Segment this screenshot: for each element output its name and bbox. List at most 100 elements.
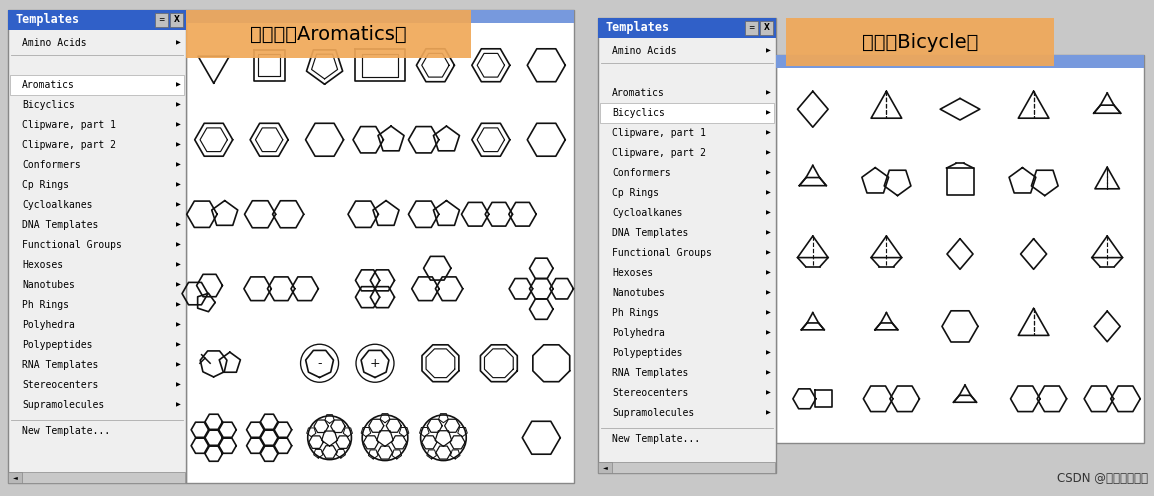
Bar bbox=[155, 13, 168, 27]
Text: ▶: ▶ bbox=[765, 291, 771, 296]
Text: ▶: ▶ bbox=[765, 111, 771, 116]
Text: Nanotubes: Nanotubes bbox=[22, 280, 75, 290]
Text: ▶: ▶ bbox=[765, 231, 771, 236]
Text: ▶: ▶ bbox=[765, 210, 771, 215]
Text: Hexoses: Hexoses bbox=[612, 268, 653, 278]
Text: ▶: ▶ bbox=[175, 363, 180, 368]
Text: ▶: ▶ bbox=[175, 303, 180, 308]
Text: ▶: ▶ bbox=[175, 382, 180, 387]
Text: ▶: ▶ bbox=[175, 163, 180, 168]
Text: ▶: ▶ bbox=[175, 202, 180, 207]
Text: ▶: ▶ bbox=[175, 41, 180, 46]
Text: ▶: ▶ bbox=[765, 49, 771, 54]
Text: ▶: ▶ bbox=[765, 150, 771, 156]
Text: Templates: Templates bbox=[605, 21, 669, 35]
Text: Clipware, part 2: Clipware, part 2 bbox=[612, 148, 706, 158]
Text: DNA Templates: DNA Templates bbox=[22, 220, 98, 230]
Text: Functional Groups: Functional Groups bbox=[22, 240, 122, 250]
Bar bbox=[775, 55, 1144, 68]
Text: RNA Templates: RNA Templates bbox=[22, 360, 98, 370]
Bar bbox=[186, 10, 471, 58]
Bar bbox=[8, 10, 186, 30]
Text: ▶: ▶ bbox=[175, 343, 180, 348]
Text: ▶: ▶ bbox=[765, 411, 771, 416]
Text: ▶: ▶ bbox=[175, 103, 180, 108]
Bar bbox=[8, 472, 185, 483]
Text: Ph Rings: Ph Rings bbox=[612, 308, 659, 318]
Text: 芳香族（Aromatics）: 芳香族（Aromatics） bbox=[250, 24, 407, 44]
Text: ▶: ▶ bbox=[175, 402, 180, 408]
Text: Hexoses: Hexoses bbox=[22, 260, 63, 270]
Text: -: - bbox=[317, 357, 322, 370]
Text: Supramolecules: Supramolecules bbox=[612, 408, 695, 418]
Text: RNA Templates: RNA Templates bbox=[612, 368, 689, 378]
Text: ▶: ▶ bbox=[765, 130, 771, 135]
Bar bbox=[8, 472, 22, 483]
Text: ▶: ▶ bbox=[175, 123, 180, 127]
Text: Functional Groups: Functional Groups bbox=[612, 248, 712, 258]
Text: ▶: ▶ bbox=[175, 183, 180, 187]
Text: Stereocenters: Stereocenters bbox=[612, 388, 689, 398]
Text: Polyhedra: Polyhedra bbox=[22, 320, 75, 330]
Text: X: X bbox=[764, 23, 770, 33]
Text: ▶: ▶ bbox=[175, 243, 180, 248]
Text: ▶: ▶ bbox=[765, 90, 771, 96]
Bar bbox=[8, 10, 186, 483]
Bar bbox=[10, 75, 183, 95]
Text: ▶: ▶ bbox=[765, 330, 771, 335]
Text: 双环（Bicycle）: 双环（Bicycle） bbox=[862, 33, 979, 52]
Text: Polypeptides: Polypeptides bbox=[22, 340, 92, 350]
Bar bbox=[186, 10, 574, 483]
Text: New Template...: New Template... bbox=[612, 434, 700, 444]
Text: Aromatics: Aromatics bbox=[612, 88, 665, 98]
Bar bbox=[745, 21, 758, 35]
Text: Bicyclics: Bicyclics bbox=[22, 100, 75, 110]
Text: ▶: ▶ bbox=[765, 371, 771, 375]
Text: X: X bbox=[173, 15, 179, 24]
Text: ◄: ◄ bbox=[602, 465, 607, 470]
Text: Templates: Templates bbox=[15, 13, 80, 26]
Text: ▶: ▶ bbox=[175, 283, 180, 288]
Text: DNA Templates: DNA Templates bbox=[612, 228, 689, 238]
Text: Clipware, part 2: Clipware, part 2 bbox=[22, 140, 117, 150]
Text: =: = bbox=[748, 23, 755, 33]
Text: Amino Acids: Amino Acids bbox=[612, 46, 676, 56]
Text: Stereocenters: Stereocenters bbox=[22, 380, 98, 390]
Bar bbox=[598, 462, 775, 473]
Text: ▶: ▶ bbox=[175, 322, 180, 327]
Bar bbox=[598, 18, 775, 473]
Text: Supramolecules: Supramolecules bbox=[22, 400, 104, 410]
Text: ▶: ▶ bbox=[765, 171, 771, 176]
Bar bbox=[775, 55, 1144, 443]
Text: Clipware, part 1: Clipware, part 1 bbox=[612, 128, 706, 138]
Text: Polyhedra: Polyhedra bbox=[612, 328, 665, 338]
Text: Clipware, part 1: Clipware, part 1 bbox=[22, 120, 117, 130]
Text: CSDN @发来的比目鱼: CSDN @发来的比目鱼 bbox=[1057, 472, 1148, 485]
Bar bbox=[598, 18, 775, 38]
Text: Conformers: Conformers bbox=[612, 168, 670, 178]
Bar bbox=[760, 21, 773, 35]
Text: Aromatics: Aromatics bbox=[22, 80, 75, 90]
Text: ◄: ◄ bbox=[13, 475, 17, 480]
Text: Conformers: Conformers bbox=[22, 160, 81, 170]
Text: Nanotubes: Nanotubes bbox=[612, 288, 665, 298]
Text: Amino Acids: Amino Acids bbox=[22, 38, 87, 48]
Text: Cp Rings: Cp Rings bbox=[612, 188, 659, 198]
Bar bbox=[170, 13, 183, 27]
Text: +: + bbox=[369, 357, 381, 370]
Text: Bicyclics: Bicyclics bbox=[612, 108, 665, 118]
Text: Cycloalkanes: Cycloalkanes bbox=[22, 200, 92, 210]
Bar bbox=[600, 103, 774, 123]
Text: ▶: ▶ bbox=[765, 250, 771, 255]
Text: Ph Rings: Ph Rings bbox=[22, 300, 69, 310]
Text: Cp Rings: Cp Rings bbox=[22, 180, 69, 190]
Text: ▶: ▶ bbox=[765, 351, 771, 356]
Text: ▶: ▶ bbox=[175, 82, 180, 87]
Bar bbox=[598, 462, 612, 473]
Text: ▶: ▶ bbox=[175, 262, 180, 267]
Text: ▶: ▶ bbox=[175, 223, 180, 228]
Text: ▶: ▶ bbox=[765, 390, 771, 395]
Text: ▶: ▶ bbox=[765, 190, 771, 195]
Text: Cycloalkanes: Cycloalkanes bbox=[612, 208, 682, 218]
Text: ▶: ▶ bbox=[175, 142, 180, 147]
